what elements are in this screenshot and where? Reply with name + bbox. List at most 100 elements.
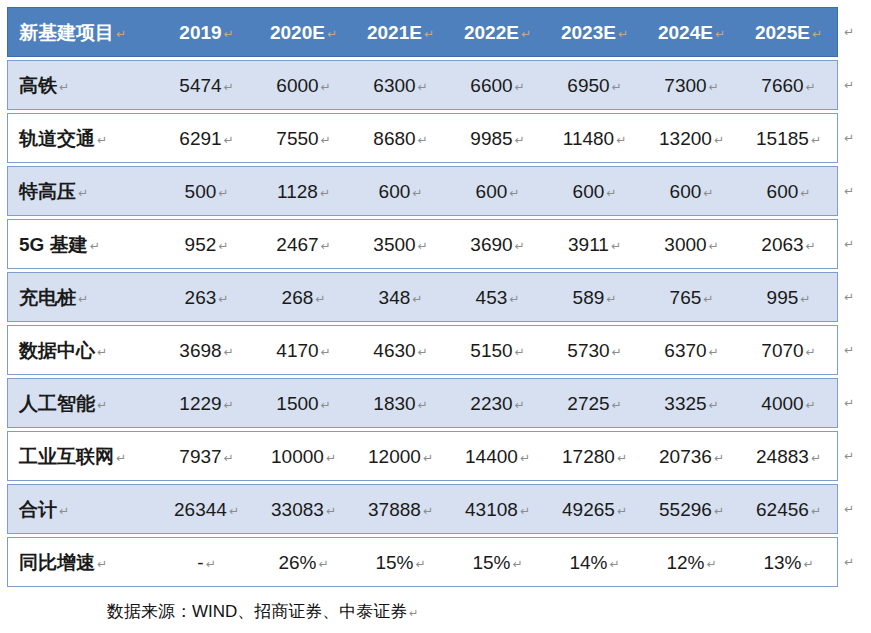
cell-text: 6000	[276, 76, 318, 95]
row-label-cell: 人工智能↵	[8, 379, 158, 427]
cell-text: 24883	[756, 447, 809, 466]
cell-text: 1500	[276, 394, 318, 413]
cell-text: 13200	[659, 129, 712, 148]
value-cell: 3500↵	[352, 220, 449, 268]
value-cell: 600↵	[740, 167, 837, 215]
cell-text: 453	[476, 288, 508, 307]
paragraph-mark-icon: ↵	[321, 346, 331, 358]
cell-text: 充电桩	[19, 288, 76, 307]
cell-text: 4630	[373, 341, 415, 360]
paragraph-mark-icon: ↵	[520, 505, 530, 517]
cell-text: 2063	[761, 235, 803, 254]
table-row: 轨道交通↵6291↵7550↵8680↵9985↵11480↵13200↵151…	[7, 113, 871, 163]
paragraph-mark-icon: ↵	[515, 240, 525, 252]
paragraph-mark-icon: ↵	[515, 399, 525, 411]
cell-text: 7070	[761, 341, 803, 360]
cell-text: 2725	[567, 394, 609, 413]
value-cell: 600↵	[643, 167, 740, 215]
value-cell: 765↵	[643, 273, 740, 321]
paragraph-mark-icon: ↵	[509, 187, 519, 199]
cell-text: 8680	[373, 129, 415, 148]
paragraph-mark-icon: ↵	[321, 399, 331, 411]
value-cell: -↵	[158, 538, 255, 586]
value-cell: 62456↵	[740, 485, 837, 533]
row-box: 人工智能↵1229↵1500↵1830↵2230↵2725↵3325↵4000↵	[7, 378, 838, 428]
value-cell: 3690↵	[449, 220, 546, 268]
paragraph-mark-icon: ↵	[800, 187, 810, 199]
value-cell: 600↵	[352, 167, 449, 215]
paragraph-mark-icon: ↵	[811, 134, 821, 146]
paragraph-mark-icon: ↵	[806, 399, 816, 411]
paragraph-mark-icon: ↵	[229, 505, 239, 517]
value-cell: 3698↵	[158, 326, 255, 374]
cell-text: 2024E	[658, 23, 713, 42]
paragraph-mark-icon: ↵	[321, 134, 331, 146]
row-box: 数据中心↵3698↵4170↵4630↵5150↵5730↵6370↵7070↵	[7, 325, 838, 375]
paragraph-mark-icon: ↵	[811, 452, 821, 464]
cell-text: 3325	[664, 394, 706, 413]
paragraph-mark-icon: ↵	[224, 28, 234, 40]
cell-text: 2025E	[755, 23, 810, 42]
value-cell: 4630↵	[352, 326, 449, 374]
paragraph-mark-icon: ↵	[515, 346, 525, 358]
value-cell: 5474↵	[158, 61, 255, 109]
value-cell: 43108↵	[449, 485, 546, 533]
cell-text: 6950	[567, 76, 609, 95]
table-row: 工业互联网↵7937↵10000↵12000↵14400↵17280↵20736…	[7, 431, 871, 481]
paragraph-mark-icon: ↵	[415, 558, 425, 570]
cell-text: 2022E	[464, 23, 519, 42]
cell-text: 高铁	[19, 76, 57, 95]
row-label-cell: 同比增速↵	[8, 538, 158, 586]
source-note-text: 数据来源：WIND、招商证券、中泰证券	[107, 602, 407, 621]
paragraph-mark-icon: ↵	[609, 558, 619, 570]
row-box: 5G 基建↵952↵2467↵3500↵3690↵3911↵3000↵2063↵	[7, 219, 838, 269]
paragraph-mark-icon: ↵	[806, 346, 816, 358]
row-box: 特高压↵500↵1128↵600↵600↵600↵600↵600↵	[7, 166, 838, 216]
paragraph-mark-icon: ↵	[90, 240, 100, 252]
value-cell: 6000↵	[255, 61, 352, 109]
value-cell: 49265↵	[546, 485, 643, 533]
value-cell: 20736↵	[643, 432, 740, 480]
table-row: 充电桩↵263↵268↵348↵453↵589↵765↵995↵↵	[7, 272, 871, 322]
paragraph-mark-icon: ↵	[321, 240, 331, 252]
cell-text: 952	[185, 235, 217, 254]
cell-text: 600	[767, 182, 799, 201]
value-cell: 26%↵	[255, 538, 352, 586]
paragraph-mark-icon: ↵	[97, 399, 107, 411]
value-cell: 7300↵	[643, 61, 740, 109]
cell-text: 同比增速	[19, 553, 95, 572]
paragraph-mark-icon: ↵	[703, 293, 713, 305]
cell-text: 20736	[659, 447, 712, 466]
cell-text: 工业互联网	[19, 447, 114, 466]
end-of-row-mark-icon: ↵	[844, 343, 854, 357]
cell-text: 5G 基建	[19, 235, 88, 254]
end-of-row-mark-icon: ↵	[844, 396, 854, 410]
cell-text: 62456	[756, 500, 809, 519]
paragraph-mark-icon: ↵	[606, 293, 616, 305]
cell-text: 6300	[373, 76, 415, 95]
paragraph-mark-icon: ↵	[611, 240, 621, 252]
cell-text: 765	[670, 288, 702, 307]
paragraph-mark-icon: ↵	[412, 293, 422, 305]
row-label-cell: 高铁↵	[8, 61, 158, 109]
paragraph-mark-icon: ↵	[327, 28, 337, 40]
value-cell: 600↵	[449, 167, 546, 215]
cell-text: 10000	[271, 447, 324, 466]
paragraph-mark-icon: ↵	[714, 505, 724, 517]
paragraph-mark-icon: ↵	[515, 134, 525, 146]
value-cell: 8680↵	[352, 114, 449, 162]
value-cell: 4000↵	[740, 379, 837, 427]
table-row: 特高压↵500↵1128↵600↵600↵600↵600↵600↵↵	[7, 166, 871, 216]
value-cell: 348↵	[352, 273, 449, 321]
table-row: 同比增速↵-↵26%↵15%↵15%↵14%↵12%↵13%↵↵	[7, 537, 871, 587]
row-box: 高铁↵5474↵6000↵6300↵6600↵6950↵7300↵7660↵	[7, 60, 838, 110]
cell-text: 17280	[562, 447, 615, 466]
value-cell: 1830↵	[352, 379, 449, 427]
document: 新基建项目↵2019↵2020E↵2021E↵2022E↵2023E↵2024E…	[7, 7, 871, 623]
paragraph-mark-icon: ↵	[97, 558, 107, 570]
end-of-row-mark-icon: ↵	[844, 502, 854, 516]
table-row: 合计↵26344↵33083↵37888↵43108↵49265↵55296↵6…	[7, 484, 871, 534]
cell-text: 263	[185, 288, 217, 307]
cell-text: 33083	[271, 500, 324, 519]
value-cell: 995↵	[740, 273, 837, 321]
